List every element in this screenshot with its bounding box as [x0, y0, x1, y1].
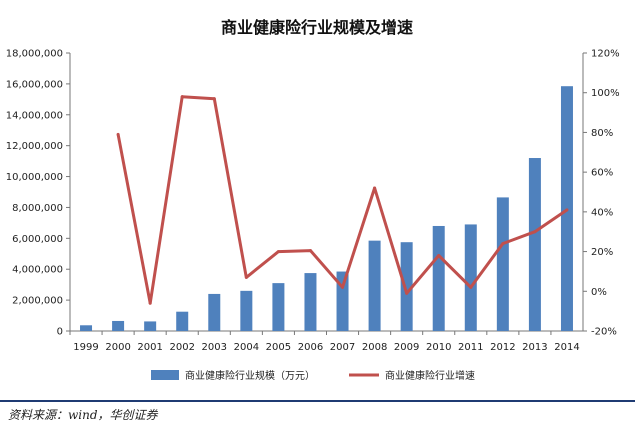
legend-line-label: 商业健康险行业增速 — [385, 369, 475, 382]
x-tick-label: 2014 — [554, 342, 579, 353]
line-point — [341, 285, 345, 289]
legend-bar-label: 商业健康险行业规模（万元） — [185, 369, 315, 382]
bar — [176, 311, 189, 331]
left-tick-label: 2,000,000 — [12, 296, 63, 307]
x-tick-label: 2010 — [426, 342, 451, 353]
x-tick-label: 2012 — [490, 342, 515, 353]
bar — [208, 293, 221, 331]
x-tick-label: 2013 — [522, 342, 547, 353]
bar — [496, 197, 509, 331]
left-tick-label: 18,000,000 — [6, 49, 63, 60]
right-tick-label: 60% — [591, 168, 613, 179]
line-point — [565, 208, 569, 212]
x-tick-label: 2006 — [298, 342, 323, 353]
left-tick-label: 4,000,000 — [12, 265, 63, 276]
line-point — [148, 301, 152, 305]
line-point — [437, 254, 441, 258]
right-tick-label: -20% — [591, 327, 617, 338]
legend-bar-swatch — [151, 370, 179, 380]
line-point — [180, 95, 184, 99]
bar — [144, 321, 157, 331]
line-point — [373, 186, 377, 190]
right-tick-label: 120% — [591, 49, 620, 60]
x-tick-label: 2005 — [266, 342, 291, 353]
line-point — [533, 230, 537, 234]
chart-title: 商业健康险行业规模及增速 — [221, 18, 413, 37]
x-tick-label: 2007 — [330, 342, 355, 353]
line-point — [244, 275, 248, 279]
right-tick-label: 40% — [591, 207, 613, 218]
left-tick-label: 6,000,000 — [12, 234, 63, 245]
x-tick-label: 2001 — [137, 342, 162, 353]
bar — [240, 290, 253, 331]
axes: 0 2,000,000 4,000,000 6,000,000 8,000,000 10,… — [6, 49, 620, 354]
x-tick-label: 2004 — [234, 342, 259, 353]
line-point — [212, 97, 216, 101]
x-tick-label: 2008 — [362, 342, 387, 353]
x-tick-label: 2011 — [458, 342, 483, 353]
source-text: 资料来源：wind，华创证券 — [8, 408, 158, 422]
line-point — [469, 285, 473, 289]
line-series — [116, 95, 569, 305]
bar-series — [80, 86, 573, 331]
bar — [464, 224, 477, 331]
bar — [112, 320, 125, 331]
line-point — [276, 250, 280, 254]
x-tick-label: 2009 — [394, 342, 419, 353]
x-tick-label: 2003 — [202, 342, 227, 353]
bar — [528, 158, 541, 331]
bar — [336, 271, 349, 331]
chart: 商业健康险行业规模及增速 0 2,000,000 4,000,000 6,000,00… — [6, 18, 620, 382]
left-tick-label: 14,000,000 — [6, 110, 63, 121]
x-tick-label: 2002 — [169, 342, 194, 353]
legend: 商业健康险行业规模（万元） 商业健康险行业增速 — [151, 369, 475, 382]
left-tick-label: 8,000,000 — [12, 203, 63, 214]
left-tick-label: 16,000,000 — [6, 79, 63, 90]
line-point — [308, 249, 312, 253]
right-tick-label: 0% — [591, 287, 607, 298]
line-point — [501, 242, 505, 246]
source-footer: 资料来源：wind，华创证券 — [0, 400, 635, 426]
right-tick-label: 100% — [591, 88, 620, 99]
bar — [368, 240, 381, 331]
left-tick-label: 10,000,000 — [6, 172, 63, 183]
bar — [80, 325, 93, 331]
bar — [400, 242, 413, 331]
left-tick-label: 12,000,000 — [6, 141, 63, 152]
x-tick-label: 1999 — [73, 342, 98, 353]
x-tick-label: 2000 — [105, 342, 130, 353]
right-tick-label: 20% — [591, 247, 613, 258]
line-point — [405, 291, 409, 295]
left-tick-label: 0 — [57, 327, 63, 338]
bar — [272, 283, 285, 331]
right-tick-label: 80% — [591, 128, 613, 139]
bar — [432, 225, 445, 331]
bar — [304, 273, 317, 331]
line-point — [116, 132, 120, 136]
